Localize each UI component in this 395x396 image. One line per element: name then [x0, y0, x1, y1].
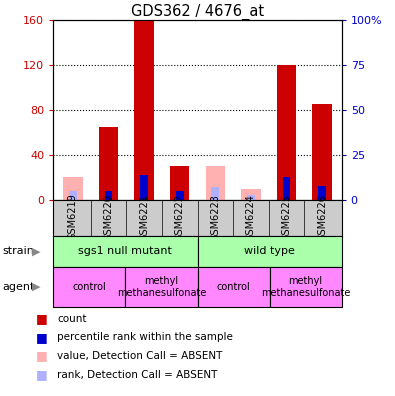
Title: GDS362 / 4676_at: GDS362 / 4676_at	[131, 4, 264, 20]
Bar	[241, 189, 261, 200]
Text: count: count	[57, 314, 87, 324]
Bar	[69, 191, 77, 200]
Text: agent: agent	[2, 282, 34, 292]
Text: strain: strain	[2, 246, 34, 257]
Text: ▶: ▶	[32, 282, 41, 292]
Bar	[247, 194, 255, 200]
Text: GSM6221: GSM6221	[139, 194, 149, 240]
Text: ■: ■	[36, 331, 47, 344]
Text: ■: ■	[36, 312, 47, 325]
Bar	[282, 177, 290, 200]
Text: GSM6220: GSM6220	[103, 194, 113, 240]
Bar	[318, 186, 326, 200]
Text: percentile rank within the sample: percentile rank within the sample	[57, 332, 233, 343]
Bar	[140, 175, 148, 200]
Bar	[198, 267, 269, 307]
Bar	[53, 267, 126, 307]
Bar	[205, 166, 225, 200]
Text: GSM6225: GSM6225	[282, 194, 292, 241]
Text: sgs1 null mutant: sgs1 null mutant	[79, 246, 172, 257]
Bar	[134, 20, 154, 200]
Bar	[99, 127, 118, 200]
Bar	[270, 267, 342, 307]
Text: methyl
methanesulfonate: methyl methanesulfonate	[261, 276, 350, 298]
Text: control: control	[73, 282, 106, 292]
Bar	[105, 191, 113, 200]
Text: ■: ■	[36, 350, 47, 362]
Text: ▶: ▶	[32, 246, 41, 257]
Text: ■: ■	[36, 368, 47, 381]
Bar	[312, 104, 332, 200]
Text: GSM6219: GSM6219	[68, 194, 78, 240]
Text: value, Detection Call = ABSENT: value, Detection Call = ABSENT	[57, 351, 223, 361]
Bar	[63, 177, 83, 200]
Text: GSM6222: GSM6222	[175, 194, 185, 241]
Bar	[211, 187, 219, 200]
Text: control: control	[217, 282, 250, 292]
Text: GSM6224: GSM6224	[246, 194, 256, 240]
Bar	[126, 267, 198, 307]
Bar	[53, 236, 198, 267]
Text: methyl
methanesulfonate: methyl methanesulfonate	[117, 276, 206, 298]
Text: GSM6226: GSM6226	[317, 194, 327, 240]
Bar	[176, 191, 184, 200]
Text: rank, Detection Call = ABSENT: rank, Detection Call = ABSENT	[57, 369, 218, 380]
Text: wild type: wild type	[244, 246, 295, 257]
Text: GSM6223: GSM6223	[210, 194, 220, 240]
Bar	[170, 166, 190, 200]
Bar	[198, 236, 342, 267]
Bar	[277, 65, 296, 200]
